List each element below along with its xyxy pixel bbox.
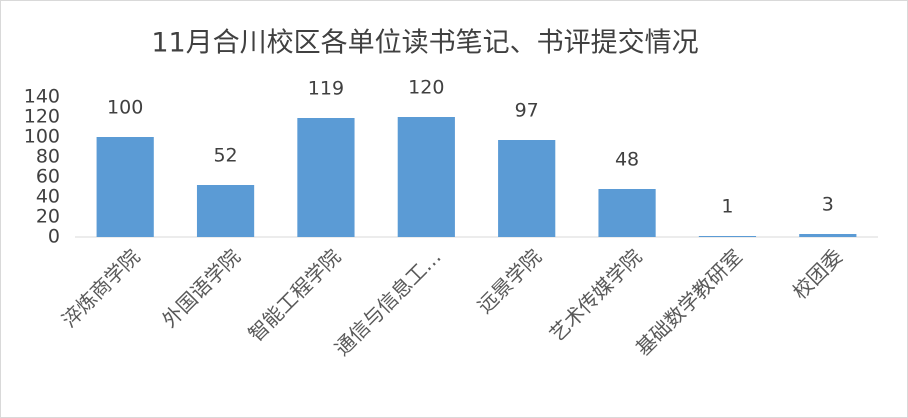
bar (799, 234, 857, 237)
value-label: 48 (615, 149, 639, 171)
value-label: 119 (308, 78, 344, 100)
value-label: 100 (107, 97, 143, 119)
bar (397, 117, 455, 237)
y-tick-label: 100 (24, 126, 60, 148)
bar (96, 137, 154, 237)
y-tick-label: 20 (36, 206, 60, 228)
y-tick-label: 80 (36, 146, 60, 168)
y-tick-label: 60 (36, 166, 60, 188)
y-tick-label: 0 (48, 226, 60, 248)
bar (297, 118, 355, 237)
value-label: 120 (408, 77, 444, 99)
value-label: 3 (822, 194, 834, 216)
value-label: 97 (515, 100, 539, 122)
value-label: 1 (721, 196, 733, 218)
bar (196, 185, 255, 237)
value-label: 52 (213, 145, 237, 167)
bar (598, 189, 656, 237)
y-tick-label: 40 (36, 186, 60, 208)
chart-title: 11月合川校区各单位读书笔记、书评提交情况 (151, 28, 698, 59)
bar (698, 236, 757, 237)
bar (498, 140, 556, 237)
y-tick-label: 120 (24, 106, 60, 128)
y-tick-label: 140 (24, 86, 60, 108)
